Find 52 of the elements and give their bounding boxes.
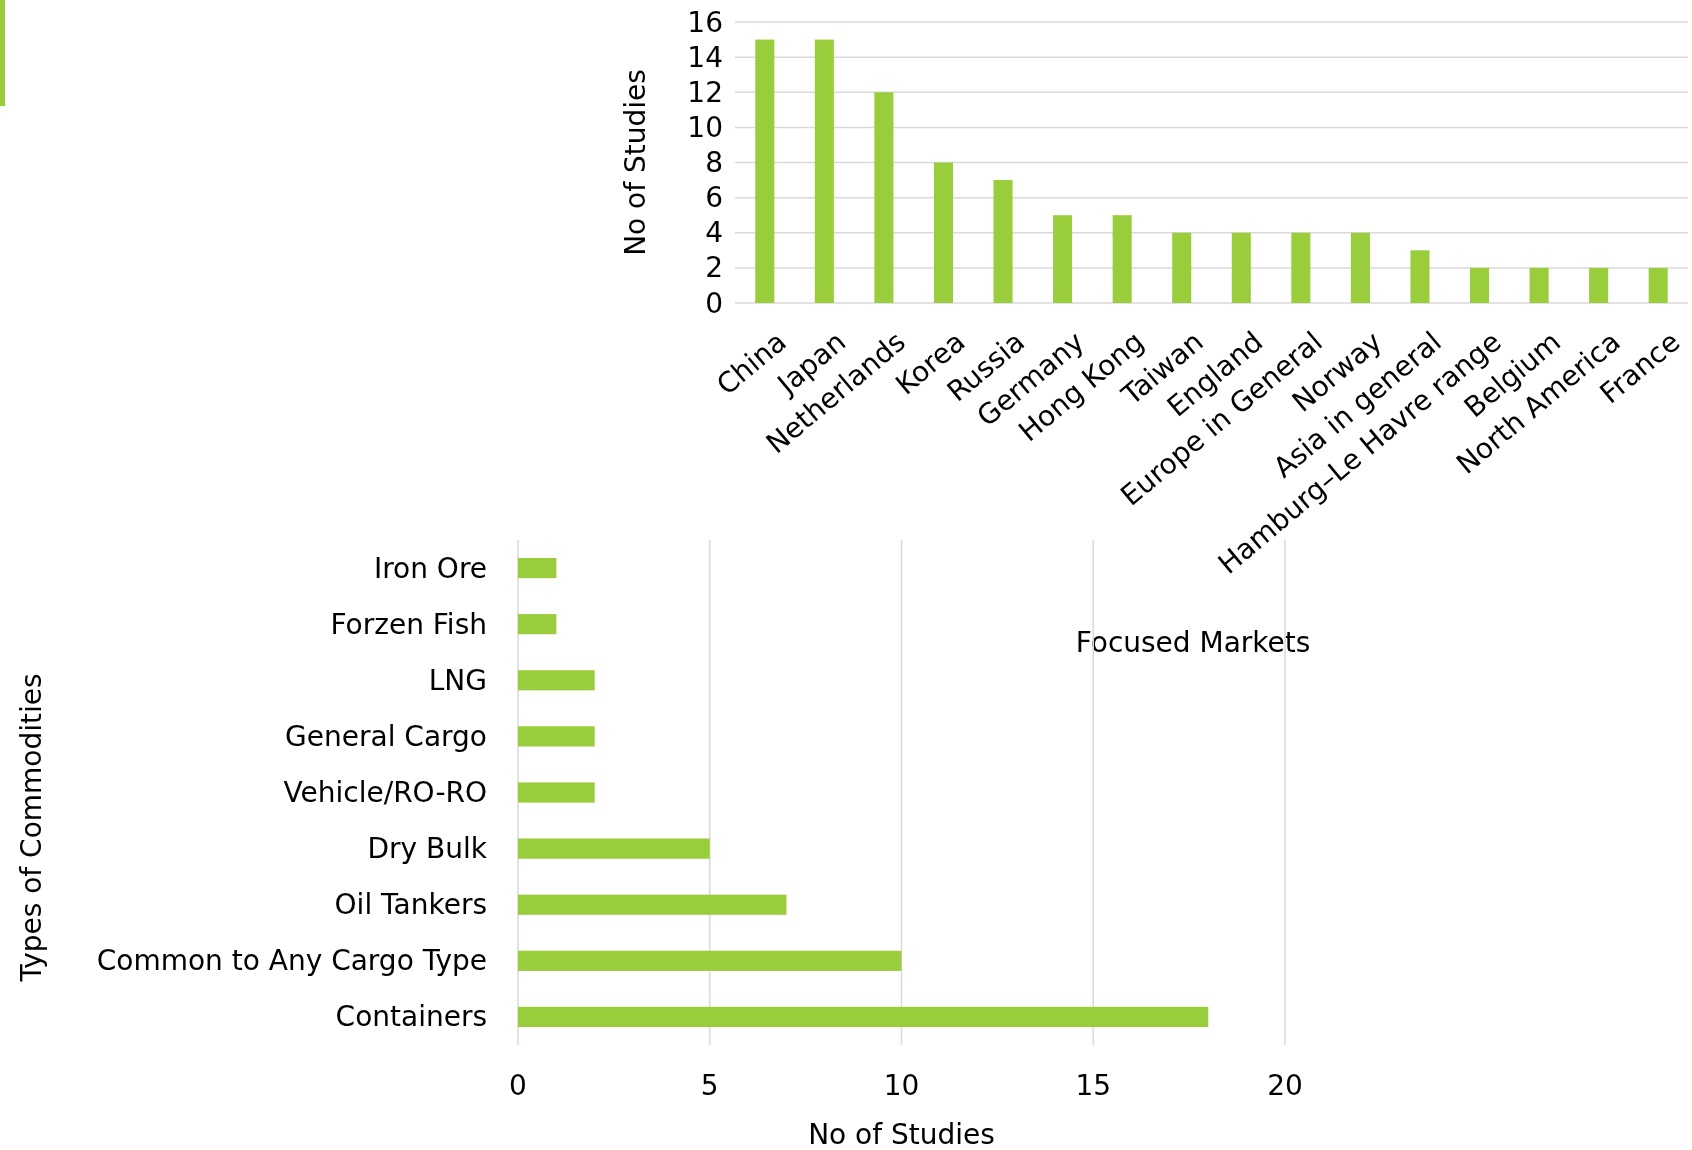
bar: [1231, 232, 1251, 303]
bar: [1172, 232, 1192, 303]
bar: [518, 782, 595, 803]
y-tick-label: 14: [687, 40, 723, 74]
bar: [518, 670, 595, 691]
y-tick-label: Iron Ore: [373, 551, 487, 585]
bar: [1410, 250, 1430, 303]
x-tick-label: 15: [1075, 1068, 1112, 1102]
x-tick-label: 0: [509, 1068, 527, 1102]
y-tick-label: 8: [705, 146, 723, 179]
y-tick-label: General Cargo: [285, 719, 487, 753]
bar: [518, 894, 787, 915]
bar: [518, 726, 595, 747]
x-axis-title: No of Studies: [808, 1118, 995, 1150]
bar: [933, 162, 953, 303]
y-tick-label: 12: [687, 75, 723, 109]
y-tick-label: 4: [705, 216, 723, 250]
bar: [1112, 215, 1132, 303]
bar: [518, 838, 710, 859]
y-tick-label: 6: [705, 181, 723, 215]
y-axis-title: No of Studies: [619, 69, 652, 256]
y-tick-label: Oil Tankers: [334, 888, 487, 922]
y-axis-title: Types of Commodities: [15, 673, 48, 983]
bar: [1350, 232, 1370, 303]
bar: [814, 39, 834, 303]
bar: [1291, 232, 1311, 303]
bar: [1053, 215, 1073, 303]
y-tick-label: 0: [705, 286, 723, 320]
bar: [993, 180, 1013, 303]
x-tick-label: 20: [1267, 1068, 1303, 1102]
x-axis-title: Focused Markets: [1075, 626, 1311, 659]
bar: [1648, 267, 1668, 303]
y-tick-label: Forzen Fish: [330, 607, 487, 641]
x-tick-label: 5: [700, 1068, 719, 1102]
y-tick-label: LNG: [428, 663, 487, 697]
y-tick-label: 2: [705, 251, 723, 285]
bar: [518, 1006, 1209, 1028]
x-tick-label: 10: [883, 1068, 920, 1102]
bar: [1470, 267, 1490, 303]
bar: [755, 39, 775, 303]
y-tick-label: Containers: [335, 1000, 487, 1034]
bar: [1589, 267, 1609, 303]
bar: [518, 557, 557, 579]
bar: [874, 92, 894, 303]
y-tick-label: Vehicle/RO-RO: [283, 776, 487, 809]
y-tick-label: Common to Any Cargo Type: [96, 944, 487, 978]
y-tick-label: Dry Bulk: [367, 832, 488, 866]
y-tick-label: 16: [687, 5, 723, 39]
y-tick-label: 10: [687, 110, 723, 144]
bar: [518, 614, 557, 635]
bar: [518, 950, 902, 971]
bar: [1529, 267, 1549, 303]
